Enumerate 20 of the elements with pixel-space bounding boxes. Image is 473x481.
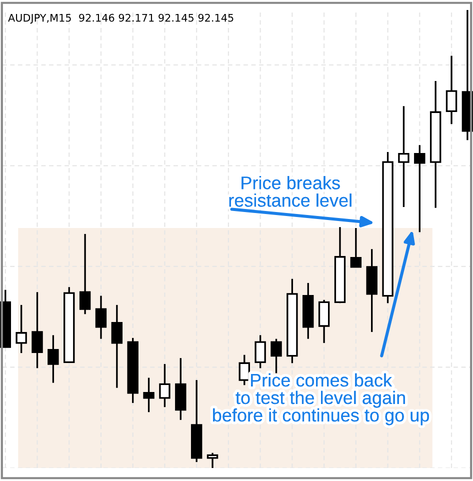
candlestick bbox=[270, 338, 282, 374]
annotation: Price comes back to test the level again before it continues to go up bbox=[213, 373, 429, 426]
candlestick bbox=[79, 233, 91, 315]
candlestick bbox=[206, 452, 218, 469]
annotation: Price breaks resistance level bbox=[229, 176, 352, 207]
chart-title: AUDJPY,M15 92.146 92.171 92.145 92.145 bbox=[8, 14, 234, 24]
candlestick bbox=[318, 299, 330, 344]
candlestick bbox=[350, 227, 362, 268]
candlestick bbox=[238, 354, 250, 386]
candlestick bbox=[398, 105, 410, 208]
candlestick bbox=[414, 144, 426, 233]
candlestick bbox=[254, 334, 266, 369]
candlestick bbox=[16, 304, 27, 354]
candlestick bbox=[48, 334, 59, 384]
candlestick bbox=[446, 54, 458, 125]
candlestick bbox=[143, 376, 154, 413]
candlestick bbox=[95, 294, 107, 340]
candlestick bbox=[32, 291, 43, 369]
candlestick bbox=[159, 363, 170, 408]
candlestick bbox=[111, 304, 123, 389]
